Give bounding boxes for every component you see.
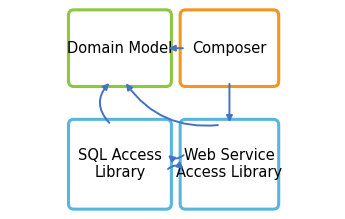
Text: SQL Access
Library: SQL Access Library xyxy=(78,148,162,180)
FancyBboxPatch shape xyxy=(68,10,171,87)
Text: Web Service
Access Library: Web Service Access Library xyxy=(176,148,283,180)
Text: Domain Model: Domain Model xyxy=(67,41,172,56)
Text: Composer: Composer xyxy=(192,41,267,56)
FancyBboxPatch shape xyxy=(180,119,279,209)
FancyBboxPatch shape xyxy=(180,10,279,87)
FancyBboxPatch shape xyxy=(68,119,171,209)
